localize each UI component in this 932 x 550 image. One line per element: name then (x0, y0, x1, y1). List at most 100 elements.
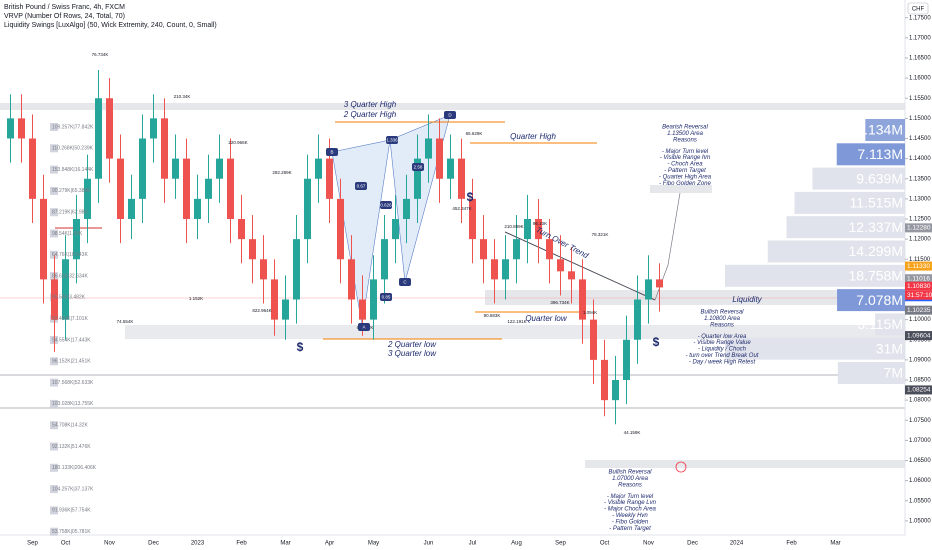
candle-body (612, 380, 619, 401)
swing-label: 78.321K (592, 232, 609, 237)
profile-label: 107.568K|52.633K (52, 380, 94, 386)
pattern-label-box (380, 293, 392, 301)
pattern-label-box (399, 278, 411, 286)
volume-bar (837, 362, 905, 384)
x-tick-label: Apr (325, 541, 334, 547)
indicator-label: Liquidity Swings [LuxAlgo] (50, Wick Ext… (4, 22, 217, 29)
profile-label: 103.028K|13.755K (52, 401, 94, 407)
y-tick-label: 1.15500 (909, 96, 931, 102)
profile-label: 109.257K|77.842K (52, 124, 94, 130)
volume-bar (725, 337, 905, 360)
x-tick-label: Jun (424, 541, 434, 547)
volume-bar (794, 191, 905, 214)
candle-body (546, 239, 553, 260)
note-line: Bullish Reversal (608, 470, 652, 476)
x-tick-label: Jul (469, 541, 477, 547)
x-tick-label: Dec (687, 541, 698, 547)
candle-body (535, 218, 542, 240)
y-tick-label: 1.17500 (909, 15, 931, 21)
profile-label: 87.219K|62.98K (52, 210, 88, 216)
y-tick-label: 1.16000 (909, 76, 931, 82)
zone (650, 185, 712, 193)
volume-bar (875, 313, 905, 336)
swing-label: 65.629K (466, 131, 483, 136)
volume-label: 3.115M (857, 316, 903, 332)
x-tick-label: Sep (27, 541, 38, 547)
price-tag (905, 261, 932, 271)
price-tag-label: 1.10830 (907, 283, 931, 290)
price-tag-label: 1.11016 (907, 275, 930, 282)
pattern-label: C (403, 280, 407, 285)
candle-body (480, 239, 487, 260)
candle-body (513, 239, 520, 260)
pattern-label-box (380, 201, 392, 209)
swing-label: 122.191K (507, 319, 526, 324)
profile-bar (50, 463, 58, 472)
x-tick-label: Aug (511, 541, 522, 547)
pattern-label: B (330, 150, 333, 155)
candle-body (370, 279, 377, 320)
profile-label: 86.61K|32.634K (52, 273, 88, 279)
note-line: - Visible Range Lvn (604, 500, 657, 506)
y-tick-label: 1.12000 (909, 237, 931, 243)
candle-body (293, 239, 300, 300)
candle-body (194, 198, 201, 219)
profile-label: 90.279K|65.388K (52, 188, 91, 194)
profile-label: 180.133K|206.406K (52, 465, 97, 471)
x-tick-label: May (368, 541, 379, 547)
candle-body (73, 218, 80, 260)
profile-label: 54.708K|14.32K (52, 423, 88, 429)
overlay: 1.05000 1.05500 1.06000 1.06500 1.07000 1.075… (27, 15, 932, 547)
candle-body (425, 138, 432, 159)
note-line: - Pattern Target (609, 526, 651, 532)
candle-body (216, 158, 223, 179)
profile-label: 96.152K|21.451K (52, 359, 91, 365)
candle-body (249, 239, 256, 260)
swing-label: 220.966K (228, 140, 247, 145)
volume-bar (786, 216, 905, 239)
candle-body (238, 218, 245, 240)
note-line: Reasons (618, 482, 642, 488)
volume-label: 11.515M (850, 195, 903, 211)
candle-body (623, 339, 630, 381)
profile-label: 82.454K|7.101K (52, 316, 88, 322)
candle-body (491, 259, 498, 280)
candle-body (326, 158, 333, 199)
note-line: - Visible Range Value (693, 340, 751, 346)
note-line: Reasons (710, 322, 734, 328)
price-tag-label: 1.08254 (907, 387, 931, 394)
profile-label: 92.132K|51.476K (52, 444, 91, 450)
annotation: Quarter High (510, 132, 556, 141)
note-line: - Quarter High Area (659, 174, 712, 180)
x-tick-label: Dec (148, 541, 159, 547)
price-tag-label: 1.11330 (907, 263, 930, 270)
candle-body (18, 118, 25, 139)
profile-bar (50, 506, 58, 515)
price-tag (905, 385, 932, 395)
volume-bar (836, 143, 905, 166)
x-tick-label: 2024 (730, 541, 744, 547)
swing-label: 90.683K (484, 313, 501, 318)
x-tick-label: Nov (643, 541, 654, 547)
y-tick-label: 1.07500 (909, 418, 931, 424)
candle-body (381, 239, 388, 280)
y-tick-label: 1.17000 (909, 35, 931, 41)
candle-body (51, 279, 58, 320)
note-line: - Fibo Golden Zone (659, 181, 711, 187)
candle-body (172, 158, 179, 179)
candle-body (183, 158, 190, 219)
zone (585, 460, 905, 468)
candle-body (128, 198, 135, 219)
y-tick-label: 1.09500 (909, 337, 931, 343)
currency-box[interactable] (907, 2, 929, 15)
swing-label: 96.10K (533, 221, 547, 226)
swing-label: 822.964K (252, 308, 271, 313)
x-tick-label: Mar (280, 541, 290, 547)
profile-label: 53.758K|05.781K (52, 529, 91, 535)
currency[interactable]: CHF (912, 7, 925, 13)
x-tick-label: 2023 (191, 541, 205, 547)
candle-body (590, 319, 597, 360)
candle-body (348, 259, 355, 300)
candle-body (634, 299, 641, 340)
note-line: - Fibo Golden (612, 519, 649, 525)
